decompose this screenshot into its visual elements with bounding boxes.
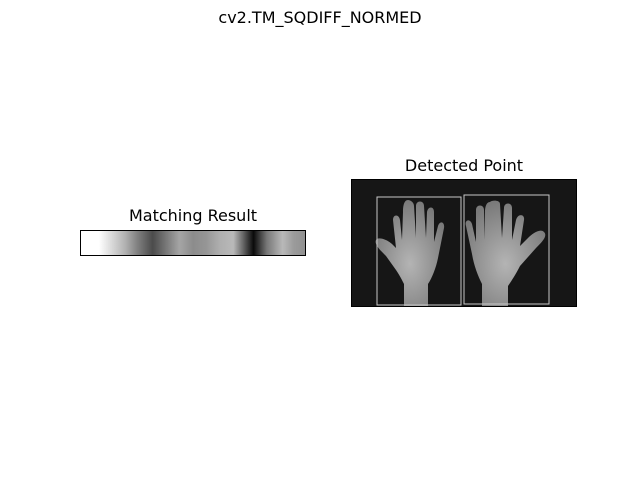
detected-point-title: Detected Point [404, 156, 524, 175]
detection-box-right [463, 194, 550, 305]
detection-box-left [376, 196, 462, 306]
matching-result-heatmap [80, 230, 306, 256]
left-hand [375, 200, 445, 306]
figure-suptitle: cv2.TM_SQDIFF_NORMED [218, 8, 422, 27]
hands-photo [352, 180, 576, 306]
matching-result-gradient [81, 231, 305, 255]
matching-result-strip [81, 231, 305, 255]
right-hand [465, 200, 546, 306]
detected-point-image [351, 179, 577, 307]
matching-result-title: Matching Result [128, 206, 258, 225]
